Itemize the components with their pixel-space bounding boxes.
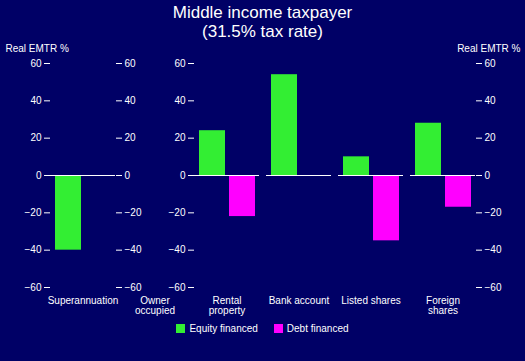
svg-text:Foreignshares: Foreignshares bbox=[426, 295, 460, 316]
svg-text:−40: −40 bbox=[169, 244, 186, 255]
svg-text:Owneroccupied: Owneroccupied bbox=[135, 295, 175, 316]
svg-text:0: 0 bbox=[125, 170, 131, 181]
svg-text:−60: −60 bbox=[485, 282, 502, 293]
html-text:Middle income taxpayer: Middle income taxpayer bbox=[172, 3, 353, 22]
svg-text:60: 60 bbox=[125, 58, 137, 69]
svg-text:20: 20 bbox=[485, 132, 497, 143]
svg-text:−40: −40 bbox=[485, 244, 502, 255]
svg-text:−40: −40 bbox=[25, 244, 42, 255]
svg-text:0: 0 bbox=[485, 170, 491, 181]
svg-text:Bank account: Bank account bbox=[269, 295, 330, 306]
svg-text:20: 20 bbox=[125, 132, 137, 143]
svg-text:Listed shares: Listed shares bbox=[341, 295, 400, 306]
svg-text:20: 20 bbox=[174, 132, 186, 143]
svg-text:40: 40 bbox=[30, 95, 42, 106]
svg-text:−20: −20 bbox=[125, 207, 142, 218]
svg-text:60: 60 bbox=[30, 58, 42, 69]
svg-text:40: 40 bbox=[485, 95, 497, 106]
html-text:Debt financed: Debt financed bbox=[286, 323, 349, 334]
svg-text:−20: −20 bbox=[25, 207, 42, 218]
svg-text:−20: −20 bbox=[169, 207, 186, 218]
svg-text:20: 20 bbox=[30, 132, 42, 143]
svg-text:60: 60 bbox=[485, 58, 497, 69]
svg-text:−60: −60 bbox=[169, 282, 186, 293]
html-text:(31.5% tax rate): (31.5% tax rate) bbox=[202, 22, 323, 41]
svg-text:0: 0 bbox=[180, 170, 186, 181]
html-text:Equity financed: Equity financed bbox=[189, 323, 258, 334]
svg-text:−60: −60 bbox=[125, 282, 142, 293]
svg-text:−40: −40 bbox=[125, 244, 142, 255]
svg-text:Real EMTR %: Real EMTR % bbox=[6, 43, 69, 54]
svg-text:−60: −60 bbox=[25, 282, 42, 293]
svg-text:Superannuation: Superannuation bbox=[48, 295, 119, 306]
svg-text:Real EMTR %: Real EMTR % bbox=[457, 43, 520, 54]
svg-text:60: 60 bbox=[174, 58, 186, 69]
svg-text:40: 40 bbox=[125, 95, 137, 106]
svg-text:−20: −20 bbox=[485, 207, 502, 218]
svg-text:40: 40 bbox=[174, 95, 186, 106]
svg-text:Rentalproperty: Rentalproperty bbox=[209, 295, 246, 316]
svg-text:0: 0 bbox=[36, 170, 42, 181]
